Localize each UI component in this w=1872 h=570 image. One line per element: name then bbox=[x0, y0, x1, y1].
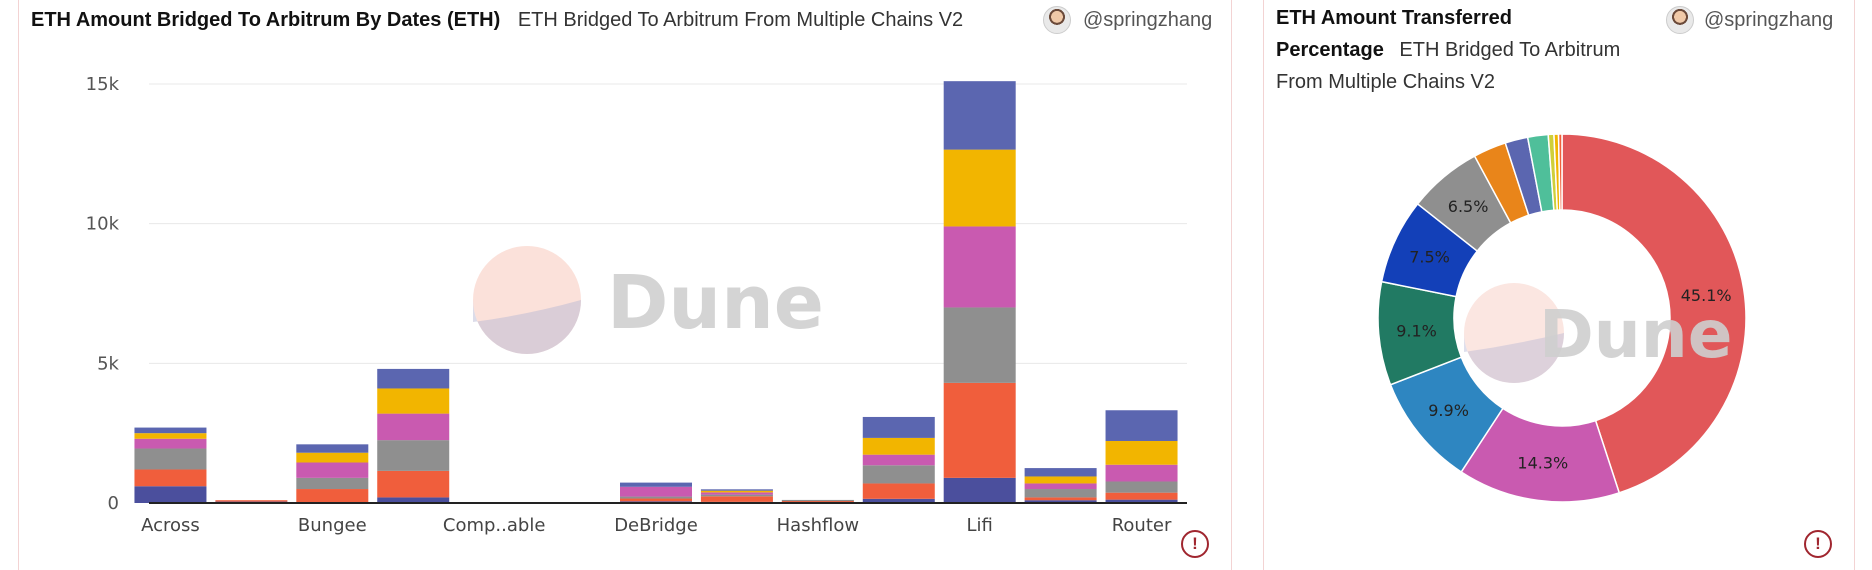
bar-segment[interactable] bbox=[215, 500, 288, 502]
bar-segment[interactable] bbox=[862, 437, 935, 455]
bar-segment[interactable] bbox=[377, 497, 450, 503]
bar-segment[interactable] bbox=[781, 500, 854, 503]
pie-chart-title[interactable]: ETH Amount Transferred Percentage ETH Br… bbox=[1276, 2, 1676, 98]
watermark: Dune bbox=[1464, 283, 1733, 383]
bar-segment[interactable] bbox=[134, 486, 207, 503]
x-tick-label: Bungee bbox=[298, 515, 367, 536]
bar-segment[interactable] bbox=[943, 226, 1016, 308]
bar-segment[interactable] bbox=[296, 462, 369, 478]
bar-segment[interactable] bbox=[296, 452, 369, 463]
bar-segment[interactable] bbox=[1105, 481, 1178, 493]
bar-segment[interactable] bbox=[700, 490, 773, 493]
bar-segment[interactable] bbox=[1024, 489, 1097, 498]
watermark-logo-shade-icon bbox=[473, 300, 581, 354]
bar-segment[interactable] bbox=[700, 492, 773, 495]
pie-slice-label: 9.9% bbox=[1428, 401, 1469, 420]
bar-segment[interactable] bbox=[1105, 464, 1178, 482]
bar-segment[interactable] bbox=[1105, 410, 1178, 441]
alert-icon[interactable]: ! bbox=[1181, 530, 1209, 558]
bar-segment[interactable] bbox=[1024, 468, 1097, 477]
bar-segment[interactable] bbox=[296, 444, 369, 453]
bar-chart-panel: ETH Amount Bridged To Arbitrum By Dates … bbox=[18, 0, 1232, 570]
pie-title-line1: ETH Amount Transferred bbox=[1276, 7, 1512, 29]
watermark-logo-shade-icon bbox=[1464, 333, 1564, 383]
pie-subtitle-b: From Multiple Chains V2 bbox=[1276, 71, 1495, 93]
x-tick-label: Hashflow bbox=[777, 515, 859, 536]
bar-segment[interactable] bbox=[943, 382, 1016, 478]
pie-slice-label: 6.5% bbox=[1448, 197, 1489, 216]
x-tick-label: Comp..able bbox=[443, 515, 546, 536]
watermark: Dune bbox=[473, 246, 824, 354]
bar-segment[interactable] bbox=[862, 416, 935, 438]
bar-chart-author[interactable]: @springzhang bbox=[1083, 9, 1213, 31]
watermark-text: Dune bbox=[1539, 296, 1733, 373]
author-avatar[interactable] bbox=[1043, 6, 1071, 34]
bar-segment[interactable] bbox=[1024, 483, 1097, 490]
bar-segment[interactable] bbox=[943, 307, 1016, 383]
bar-segment[interactable] bbox=[943, 81, 1016, 150]
bar-segment[interactable] bbox=[781, 499, 854, 502]
bar-segment[interactable] bbox=[134, 469, 207, 487]
bar-segment[interactable] bbox=[700, 494, 773, 497]
pie-title-line2: Percentage bbox=[1276, 39, 1384, 61]
bar-segment[interactable] bbox=[134, 438, 207, 449]
watermark-logo-icon bbox=[1464, 283, 1564, 383]
watermark-text: Dune bbox=[607, 260, 824, 346]
pie-slice-label: 14.3% bbox=[1517, 454, 1568, 473]
bar-segment[interactable] bbox=[862, 498, 935, 503]
bar-segment[interactable] bbox=[700, 489, 773, 491]
bar-segment[interactable] bbox=[377, 470, 450, 498]
pie-slice-label: 9.1% bbox=[1396, 322, 1437, 341]
bar-chart-title[interactable]: ETH Amount Bridged To Arbitrum By Dates … bbox=[31, 9, 501, 31]
y-tick-label: 10k bbox=[86, 214, 120, 235]
bar-segment[interactable] bbox=[862, 483, 935, 499]
bar-segment[interactable] bbox=[862, 454, 935, 466]
bar-segment[interactable] bbox=[134, 427, 207, 434]
bar-segment[interactable] bbox=[377, 413, 450, 441]
y-tick-label: 5k bbox=[97, 353, 119, 374]
bar-segment[interactable] bbox=[296, 489, 369, 503]
pie-chart-panel: ETH Amount Transferred Percentage ETH Br… bbox=[1263, 0, 1855, 570]
x-tick-label: DeBridge bbox=[614, 515, 698, 536]
bar-segment[interactable] bbox=[296, 477, 369, 490]
pie-subtitle-a: ETH Bridged To Arbitrum bbox=[1399, 39, 1621, 61]
donut-chart: Dune 45.1% 14.3% 9.9% 9.1% 7.5% 6.5% bbox=[1377, 133, 1747, 503]
author-avatar[interactable] bbox=[1666, 6, 1694, 34]
pie-slice[interactable] bbox=[1561, 133, 1747, 494]
pie-slice[interactable] bbox=[1557, 133, 1563, 211]
bar-segment[interactable] bbox=[134, 433, 207, 439]
bar-segment[interactable] bbox=[943, 149, 1016, 227]
bar-segment[interactable] bbox=[620, 486, 692, 497]
bar-chart: Dune 0 5k 10k 15k Across Bungee Comp..able DeBr… bbox=[86, 74, 1187, 536]
bar-segment[interactable] bbox=[377, 388, 450, 414]
x-tick-label: Lifi bbox=[967, 515, 993, 536]
pie-slice-label: 45.1% bbox=[1681, 286, 1732, 305]
bar-segment[interactable] bbox=[1024, 500, 1097, 503]
bar-segment[interactable] bbox=[1024, 497, 1097, 501]
bar-segment[interactable] bbox=[862, 465, 935, 484]
bar-segment[interactable] bbox=[377, 368, 450, 389]
bar-segment[interactable] bbox=[1105, 492, 1178, 500]
bar-segment[interactable] bbox=[620, 482, 692, 487]
alert-icon[interactable]: ! bbox=[1804, 530, 1832, 558]
bar-segment[interactable] bbox=[1105, 499, 1178, 503]
pie-chart-author[interactable]: @springzhang bbox=[1704, 9, 1834, 31]
bar-segment[interactable] bbox=[700, 496, 773, 502]
bar-segment[interactable] bbox=[377, 440, 450, 471]
y-tick-label: 15k bbox=[86, 74, 120, 95]
y-tick-label: 0 bbox=[108, 493, 119, 514]
bar-chart-title-row: ETH Amount Bridged To Arbitrum By Dates … bbox=[31, 4, 963, 36]
x-tick-label: Router bbox=[1112, 515, 1172, 536]
bar-chart-subtitle[interactable]: ETH Bridged To Arbitrum From Multiple Ch… bbox=[517, 9, 964, 31]
pie-slice-label: 7.5% bbox=[1409, 248, 1450, 267]
bar-segment[interactable] bbox=[134, 448, 207, 470]
bar-segment[interactable] bbox=[620, 496, 692, 499]
bar-segment[interactable] bbox=[1024, 476, 1097, 484]
bar-segment[interactable] bbox=[1105, 440, 1178, 465]
x-tick-label: Across bbox=[141, 515, 200, 536]
bar-segment[interactable] bbox=[620, 498, 692, 502]
bar-segment[interactable] bbox=[943, 477, 1016, 503]
